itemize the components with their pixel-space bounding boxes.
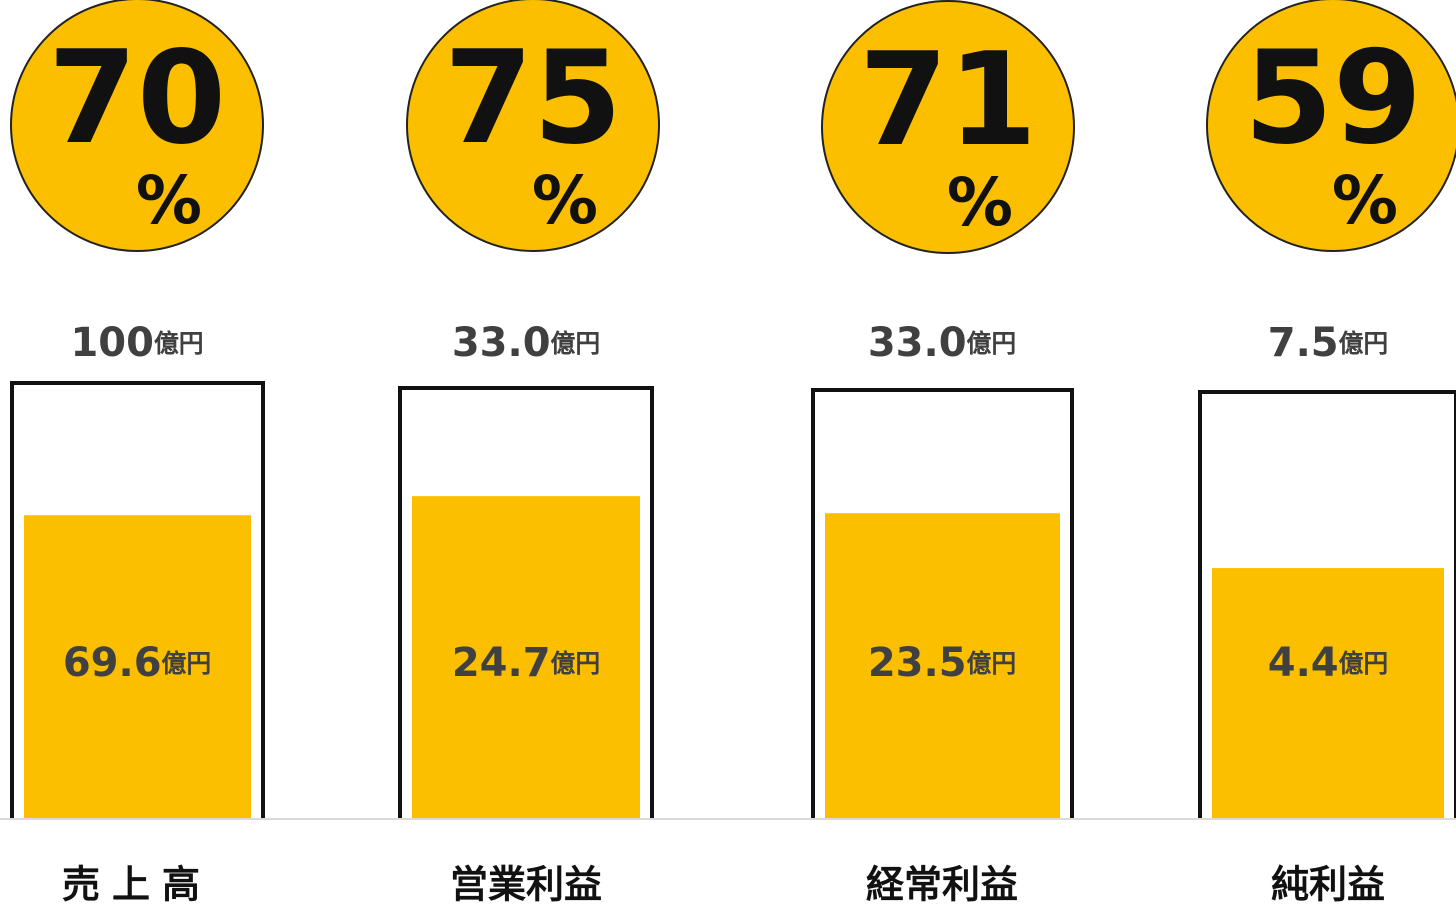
target-label-unit: 億円 [1339, 329, 1389, 358]
value-label: 69.6億円 [63, 640, 211, 686]
value-label-unit: 億円 [967, 649, 1017, 678]
category-label: 売上高 [62, 863, 212, 907]
value-label-number: 23.5 [868, 640, 967, 686]
target-label-number: 33.0 [452, 320, 551, 366]
progress-fill [24, 515, 251, 818]
percent-unit: % [1332, 162, 1398, 239]
progress-fill [1212, 568, 1444, 818]
category-label: 経常利益 [866, 863, 1018, 907]
value-label-unit: 億円 [162, 649, 212, 678]
target-label: 33.0億円 [868, 320, 1016, 366]
target-box [398, 386, 654, 818]
progress-fill [412, 496, 640, 818]
percent-value: 59 [1244, 24, 1422, 173]
target-label: 33.0億円 [452, 320, 600, 366]
percent-badge [821, 0, 1075, 254]
percent-unit: % [136, 162, 202, 239]
target-box [10, 381, 265, 818]
target-box [1198, 390, 1456, 818]
percent-value: 75 [444, 24, 622, 173]
target-label: 100億円 [70, 320, 203, 366]
percent-unit: % [947, 164, 1013, 241]
category-label: 営業利益 [450, 863, 602, 907]
target-label-unit: 億円 [551, 329, 601, 358]
target-label-unit: 億円 [154, 329, 204, 358]
value-label-unit: 億円 [1339, 649, 1389, 678]
value-label-number: 4.4 [1268, 640, 1339, 686]
percent-badge [10, 0, 264, 252]
target-box [811, 388, 1074, 818]
target-label-number: 33.0 [868, 320, 967, 366]
value-label-number: 69.6 [63, 640, 162, 686]
value-label: 24.7億円 [452, 640, 600, 686]
percent-badge [406, 0, 660, 252]
percent-unit: % [532, 162, 598, 239]
value-label-number: 24.7 [452, 640, 551, 686]
percent-value: 70 [48, 24, 226, 173]
value-label: 23.5億円 [868, 640, 1016, 686]
percent-badge [1206, 0, 1456, 252]
target-label: 7.5億円 [1268, 320, 1388, 366]
value-label-unit: 億円 [551, 649, 601, 678]
target-label-number: 100 [70, 320, 154, 366]
category-label: 純利益 [1271, 863, 1385, 907]
percent-value: 71 [859, 26, 1037, 175]
progress-fill [825, 513, 1060, 818]
target-label-unit: 億円 [967, 329, 1017, 358]
value-label: 4.4億円 [1268, 640, 1388, 686]
target-label-number: 7.5 [1268, 320, 1339, 366]
